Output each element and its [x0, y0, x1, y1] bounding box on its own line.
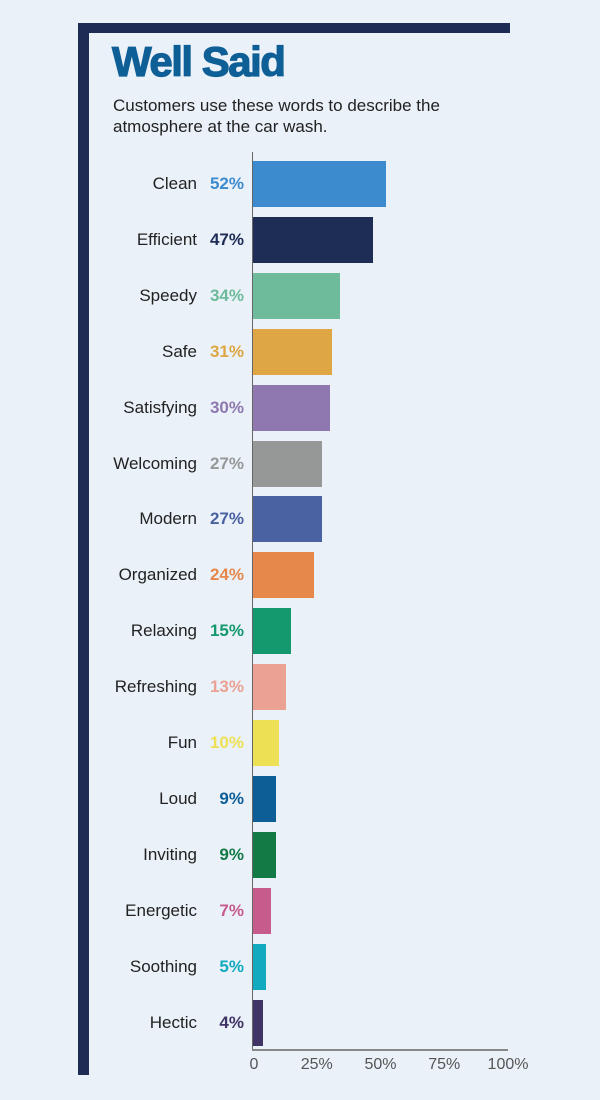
value-label: 9%	[219, 845, 244, 864]
y-axis-line	[252, 152, 253, 1050]
bar-row: Modern 27%	[0, 496, 600, 542]
bar	[253, 776, 276, 822]
value-label: 9%	[219, 789, 244, 808]
value-label: 30%	[209, 398, 244, 417]
category-label: Loud	[159, 789, 197, 808]
bar-row: Clean 52%	[0, 161, 600, 207]
value-label: 5%	[219, 957, 244, 976]
category-label: Clean	[152, 174, 197, 193]
bar	[253, 273, 340, 319]
category-label: Speedy	[139, 286, 197, 305]
chart-title: Well Said	[111, 37, 286, 85]
category-label: Inviting	[143, 845, 197, 864]
category-label: Safe	[162, 342, 197, 361]
bar	[253, 385, 330, 431]
x-tick-label: 50%	[364, 1056, 397, 1073]
bar	[253, 720, 279, 766]
category-label: Hectic	[149, 1013, 197, 1032]
frame-left-border	[78, 23, 89, 1075]
bar-row: Organized 24%	[0, 552, 600, 598]
x-tick-label: 100%	[487, 1056, 529, 1073]
bar-row: Efficient 47%	[0, 217, 600, 263]
category-label: Welcoming	[113, 454, 197, 473]
x-tick-label: 75%	[428, 1056, 461, 1073]
bar	[253, 496, 322, 542]
bar-row: Speedy 34%	[0, 273, 600, 319]
bar-row: Satisfying 30%	[0, 385, 600, 431]
value-label: 13%	[209, 677, 244, 696]
category-label: Refreshing	[114, 677, 197, 696]
category-label: Fun	[167, 733, 197, 752]
bar-row: Welcoming 27%	[0, 441, 600, 487]
bar	[253, 832, 276, 878]
category-label: Satisfying	[123, 398, 197, 417]
bar	[253, 1000, 264, 1046]
chart-subtitle: Customers use these words to describe th…	[113, 96, 440, 136]
bar-row: Inviting 9%	[0, 832, 600, 878]
value-label: 31%	[209, 342, 244, 361]
bar-row: Refreshing 13%	[0, 664, 600, 710]
x-tick-label: 25%	[300, 1056, 333, 1073]
bar	[253, 217, 373, 263]
value-label: 27%	[209, 509, 244, 528]
bar	[253, 664, 287, 710]
bar	[253, 944, 266, 990]
value-label: 15%	[209, 621, 244, 640]
bar	[253, 608, 292, 654]
bar-row: Safe 31%	[0, 329, 600, 375]
category-label: Efficient	[136, 230, 197, 249]
bar-row: Fun 10%	[0, 720, 600, 766]
category-label: Soothing	[129, 957, 197, 976]
category-label: Relaxing	[130, 621, 197, 640]
value-label: 47%	[209, 230, 244, 249]
value-label: 7%	[219, 901, 244, 920]
category-label: Energetic	[125, 901, 197, 920]
value-label: 24%	[209, 565, 244, 584]
frame-top-border	[78, 23, 510, 33]
bar	[253, 552, 315, 598]
value-label: 52%	[209, 174, 244, 193]
bar-row: Energetic 7%	[0, 888, 600, 934]
value-label: 10%	[209, 733, 244, 752]
bar	[253, 161, 386, 207]
category-label: Modern	[139, 509, 197, 528]
value-label: 27%	[209, 454, 244, 473]
bar-row: Hectic 4%	[0, 1000, 600, 1046]
category-label: Organized	[118, 565, 197, 584]
x-axis-line	[252, 1049, 508, 1051]
bar-row: Loud 9%	[0, 776, 600, 822]
bar-row: Relaxing 15%	[0, 608, 600, 654]
bar	[253, 888, 271, 934]
bar	[253, 441, 322, 487]
value-label: 4%	[219, 1013, 244, 1032]
value-label: 34%	[209, 286, 244, 305]
bar-row: Soothing 5%	[0, 944, 600, 990]
bar	[253, 329, 333, 375]
x-tick-label: 0	[249, 1056, 259, 1073]
